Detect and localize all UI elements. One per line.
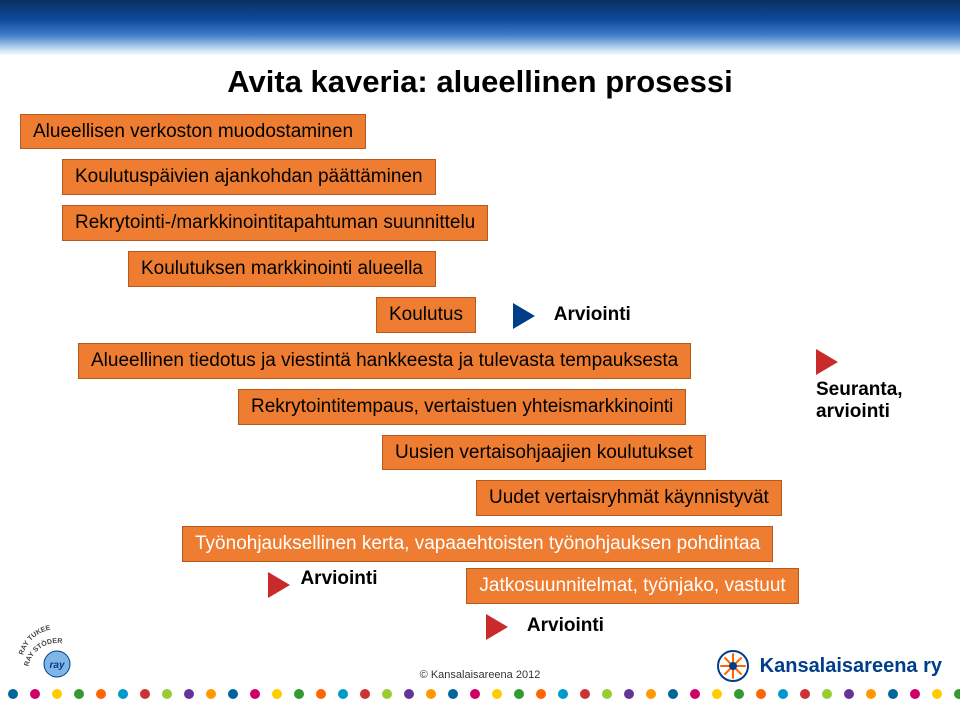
- step-row: Alueellinen tiedotus ja viestintä hankke…: [78, 343, 940, 379]
- box-uudet-vertaisryhmat: Uudet vertaisryhmät käynnistyvät: [476, 480, 782, 516]
- box-rekrytointi-markkinointi-suunnittelu: Rekrytointi-/markkinointitapahtuman suun…: [62, 205, 488, 241]
- box-tyonohjaus: Työnohjauksellinen kerta, vapaaehtoisten…: [182, 526, 773, 562]
- slide-content: Avita kaveria: alueellinen prosessi Alue…: [0, 56, 960, 650]
- footer-dots: [0, 689, 960, 703]
- step-row: Arviointi: [486, 614, 940, 640]
- box-rekrytointitempaus: Rekrytointitempaus, vertaistuen yhteisma…: [238, 389, 686, 425]
- arviointi-label: Arviointi: [300, 568, 377, 590]
- step-row: Rekrytointi-/markkinointitapahtuman suun…: [62, 205, 940, 241]
- arviointi-label: Arviointi: [554, 304, 631, 326]
- svg-text:ray: ray: [49, 660, 64, 671]
- arrow-right-icon: [486, 614, 508, 640]
- copyright: © Kansalaisareena 2012: [420, 669, 541, 681]
- arrow-right-icon: [513, 303, 535, 329]
- step-row: Arviointi Jatkosuunnitelmat, työnjako, v…: [268, 568, 940, 604]
- kansalaisareena-logo: Kansalaisareena ry: [716, 649, 942, 683]
- brand-text: Kansalaisareena ry: [760, 655, 942, 678]
- seuranta-label: Seuranta, arviointi: [816, 379, 903, 422]
- step-row: Uudet vertaisryhmät käynnistyvät: [476, 480, 940, 516]
- footer: RAY TUKEE RAY STÖDER ray © Kansalaisaree…: [0, 650, 960, 717]
- box-jatkosuunnitelmat: Jatkosuunnitelmat, työnjako, vastuut: [466, 568, 798, 604]
- arrow-right-icon: [816, 349, 838, 375]
- box-koulutus: Koulutus: [376, 297, 476, 333]
- arrow-right-icon: [268, 572, 290, 598]
- step-row: Koulutus Arviointi: [376, 297, 940, 333]
- step-row: Työnohjauksellinen kerta, vapaaehtoisten…: [182, 526, 940, 562]
- box-alueellinen-tiedotus: Alueellinen tiedotus ja viestintä hankke…: [78, 343, 691, 379]
- box-uusien-koulutukset: Uusien vertaisohjaajien koulutukset: [382, 435, 706, 471]
- arviointi-label: Arviointi: [527, 615, 604, 637]
- box-verkoston-muodostaminen: Alueellisen verkoston muodostaminen: [20, 114, 366, 150]
- box-koulutuksen-markkinointi: Koulutuksen markkinointi alueella: [128, 251, 436, 287]
- slide-title: Avita kaveria: alueellinen prosessi: [20, 64, 940, 100]
- seuranta-label-group: Seuranta, arviointi: [816, 349, 946, 423]
- ray-logo: RAY TUKEE RAY STÖDER ray: [14, 618, 100, 685]
- step-row: Koulutuksen markkinointi alueella: [128, 251, 940, 287]
- step-row: Alueellisen verkoston muodostaminen: [20, 114, 940, 150]
- header-band: [0, 0, 960, 56]
- step-row: Koulutuspäivien ajankohdan päättäminen: [62, 159, 940, 195]
- box-koulutuspaivien-ajankohta: Koulutuspäivien ajankohdan päättäminen: [62, 159, 436, 195]
- step-row: Uusien vertaisohjaajien koulutukset: [382, 435, 940, 471]
